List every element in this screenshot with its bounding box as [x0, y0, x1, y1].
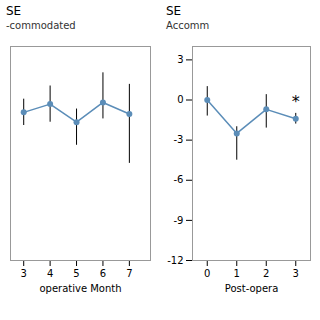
svg-text:3: 3 — [21, 268, 27, 279]
svg-text:5: 5 — [73, 268, 79, 279]
html-text:-commodated: -commodated — [6, 20, 76, 31]
svg-text:6: 6 — [100, 268, 106, 279]
html-text:SE: SE — [6, 4, 22, 18]
svg-text:2: 2 — [263, 268, 269, 279]
svg-text:operative Month: operative Month — [39, 283, 121, 294]
svg-text:-9: -9 — [174, 215, 184, 226]
svg-text:-6: -6 — [174, 174, 184, 185]
svg-text:-3: -3 — [174, 134, 184, 145]
svg-text:3: 3 — [177, 54, 183, 65]
svg-text:0: 0 — [177, 94, 183, 105]
svg-text:0: 0 — [204, 268, 210, 279]
html-text:SE: SE — [166, 4, 182, 18]
html-text:Accomm: Accomm — [166, 20, 210, 31]
svg-text:3: 3 — [293, 268, 299, 279]
svg-text:7: 7 — [126, 268, 132, 279]
svg-text:Post-opera: Post-opera — [225, 283, 279, 294]
svg-text:1: 1 — [234, 268, 240, 279]
svg-text:*: * — [292, 92, 300, 111]
svg-text:4: 4 — [47, 268, 53, 279]
svg-text:-12: -12 — [167, 255, 183, 266]
